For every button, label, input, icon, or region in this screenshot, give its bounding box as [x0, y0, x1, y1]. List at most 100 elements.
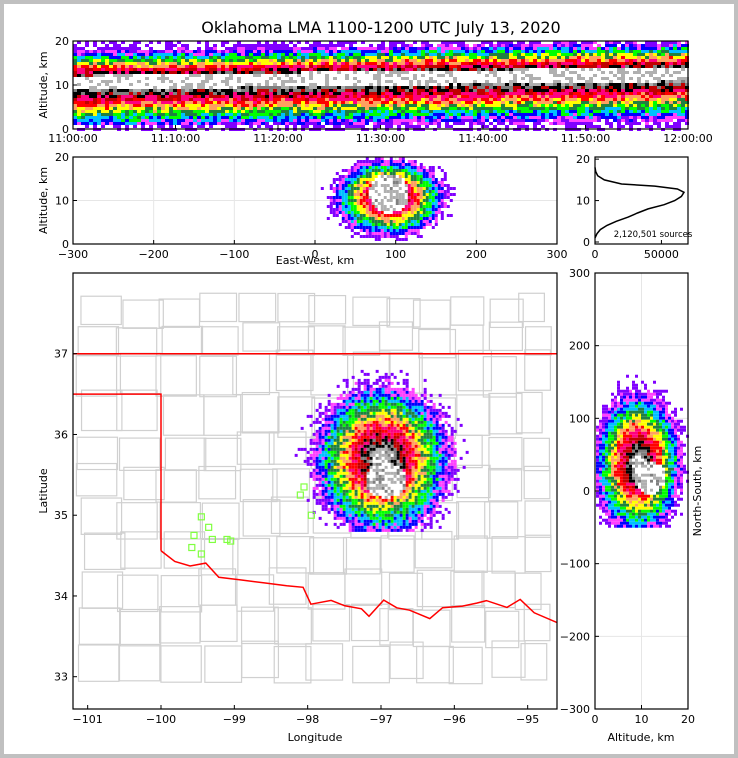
density-cell — [392, 178, 396, 181]
density-cell — [445, 95, 449, 98]
density-cell — [389, 110, 393, 113]
density-cell — [473, 68, 477, 71]
density-cell — [201, 56, 205, 59]
density-cell — [233, 107, 237, 110]
density-cell — [217, 74, 221, 77]
density-cell — [681, 89, 685, 92]
density-cell — [541, 47, 545, 50]
density-cell — [392, 160, 396, 163]
density-cell — [317, 86, 321, 89]
density-cell — [157, 125, 161, 128]
density-cell — [461, 44, 465, 47]
density-cell — [573, 47, 577, 50]
density-cell — [347, 214, 351, 217]
density-cell — [653, 59, 657, 62]
density-cell — [553, 65, 557, 68]
density-cell — [353, 226, 357, 229]
density-cell — [413, 53, 417, 56]
density-cell — [413, 101, 417, 104]
density-cell — [273, 44, 277, 47]
density-cell — [386, 208, 390, 211]
density-cell — [513, 92, 517, 95]
density-cell — [405, 77, 409, 80]
density-cell — [665, 107, 669, 110]
density-cell — [383, 175, 387, 178]
density-cell — [385, 95, 389, 98]
density-cell — [517, 92, 521, 95]
density-cell — [537, 50, 541, 53]
density-cell — [373, 119, 377, 122]
density-cell — [405, 98, 409, 101]
density-cell — [569, 116, 573, 119]
density-cell — [513, 107, 517, 110]
density-cell — [625, 107, 629, 110]
density-cell — [537, 86, 541, 89]
density-cell — [377, 95, 381, 98]
density-cell — [117, 101, 121, 104]
density-cell — [301, 101, 305, 104]
density-cell — [410, 202, 414, 205]
density-cell — [121, 101, 125, 104]
density-cell — [445, 65, 449, 68]
density-cell — [317, 122, 321, 125]
density-cell — [359, 166, 363, 169]
density-cell — [169, 62, 173, 65]
density-cell — [189, 50, 193, 53]
density-cell — [601, 80, 605, 83]
density-cell — [85, 89, 89, 92]
density-cell — [581, 89, 585, 92]
density-cell — [362, 178, 366, 181]
density-cell — [374, 217, 378, 220]
density-cell — [393, 119, 397, 122]
density-cell — [481, 89, 485, 92]
density-cell — [645, 53, 649, 56]
density-cell — [205, 119, 209, 122]
density-cell — [404, 169, 408, 172]
density-cell — [341, 47, 345, 50]
density-cell — [197, 104, 201, 107]
density-cell — [97, 119, 101, 122]
density-cell — [321, 101, 325, 104]
density-cell — [335, 211, 339, 214]
density-cell — [245, 68, 249, 71]
density-cell — [637, 59, 641, 62]
density-cell — [457, 62, 461, 65]
density-cell — [677, 89, 681, 92]
density-cell — [505, 80, 509, 83]
density-cell — [313, 98, 317, 101]
density-cell — [389, 220, 393, 223]
density-cell — [641, 95, 645, 98]
density-cell — [513, 110, 517, 113]
density-cell — [581, 110, 585, 113]
density-cell — [113, 116, 117, 119]
density-cell — [221, 119, 225, 122]
density-cell — [409, 50, 413, 53]
density-cell — [145, 113, 149, 116]
density-cell — [333, 110, 337, 113]
density-cell — [321, 53, 325, 56]
density-cell — [561, 116, 565, 119]
density-cell — [73, 122, 77, 125]
density-cell — [389, 104, 393, 107]
density-cell — [217, 65, 221, 68]
density-cell — [549, 77, 553, 80]
density-cell — [205, 101, 209, 104]
density-cell — [380, 199, 384, 202]
density-cell — [645, 116, 649, 119]
density-cell — [441, 53, 445, 56]
density-cell — [241, 116, 245, 119]
density-cell — [361, 122, 365, 125]
density-cell — [597, 65, 601, 68]
density-cell — [125, 113, 129, 116]
density-cell — [401, 172, 405, 175]
density-cell — [105, 74, 109, 77]
density-cell — [453, 80, 457, 83]
density-cell — [589, 53, 593, 56]
density-cell — [645, 65, 649, 68]
density-cell — [309, 107, 313, 110]
density-cell — [217, 62, 221, 65]
density-cell — [353, 62, 357, 65]
density-cell — [153, 95, 157, 98]
density-cell — [417, 116, 421, 119]
density-cell — [398, 172, 402, 175]
